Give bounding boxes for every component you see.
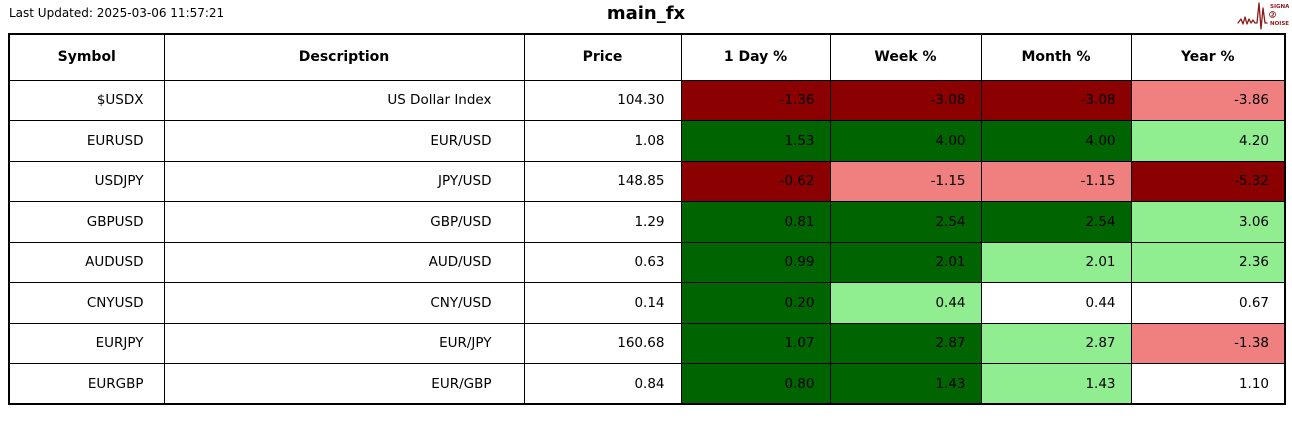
- table-header-row: Symbol Description Price 1 Day % Week % …: [8, 33, 1286, 81]
- change-cell: 2.01: [829, 241, 982, 283]
- change-cell: 2.54: [829, 201, 982, 243]
- logo-text-2: 2: [1271, 13, 1275, 19]
- change-cell: 0.67: [1130, 282, 1286, 324]
- last-updated-label: Last Updated: 2025-03-06 11:57:21: [9, 6, 225, 20]
- column-header-month: Month %: [980, 33, 1132, 81]
- change-cell: 1.43: [829, 363, 982, 405]
- symbol-cell: USDJPY: [8, 160, 165, 202]
- price-cell: 1.08: [523, 120, 682, 162]
- price-cell: 1.29: [523, 201, 682, 243]
- signal-noise-logo: SIGNAL 2 NOISE: [1237, 2, 1289, 30]
- change-cell: 4.00: [980, 120, 1132, 162]
- logo-text-signal: SIGNAL: [1270, 4, 1289, 10]
- column-header-1day: 1 Day %: [680, 33, 831, 81]
- change-cell: -1.36: [680, 79, 831, 121]
- description-cell: EUR/GBP: [163, 363, 525, 405]
- symbol-cell: EURJPY: [8, 322, 165, 364]
- change-cell: 1.10: [1130, 363, 1286, 405]
- change-cell: 0.81: [680, 201, 831, 243]
- price-cell: 0.84: [523, 363, 682, 405]
- change-cell: 4.00: [829, 120, 982, 162]
- price-cell: 104.30: [523, 79, 682, 121]
- change-cell: -1.38: [1130, 322, 1286, 364]
- symbol-cell: EURGBP: [8, 363, 165, 405]
- change-cell: 1.43: [980, 363, 1132, 405]
- change-cell: 2.01: [980, 241, 1132, 283]
- change-cell: -1.15: [829, 160, 982, 202]
- description-cell: EUR/JPY: [163, 322, 525, 364]
- change-cell: -3.08: [829, 79, 982, 121]
- price-cell: 160.68: [523, 322, 682, 364]
- change-cell: 0.99: [680, 241, 831, 283]
- change-cell: -3.86: [1130, 79, 1286, 121]
- change-cell: 2.36: [1130, 241, 1286, 283]
- change-cell: 0.44: [980, 282, 1132, 324]
- fx-table: Symbol Description Price 1 Day % Week % …: [8, 33, 1286, 405]
- change-cell: 3.06: [1130, 201, 1286, 243]
- change-cell: -3.08: [980, 79, 1132, 121]
- page-title: main_fx: [606, 3, 686, 24]
- change-cell: -0.62: [680, 160, 831, 202]
- change-cell: 4.20: [1130, 120, 1286, 162]
- description-cell: GBP/USD: [163, 201, 525, 243]
- change-cell: -5.32: [1130, 160, 1286, 202]
- symbol-cell: AUDUSD: [8, 241, 165, 283]
- column-header-description: Description: [163, 33, 525, 81]
- column-header-week: Week %: [829, 33, 982, 81]
- symbol-cell: CNYUSD: [8, 282, 165, 324]
- change-cell: 2.87: [829, 322, 982, 364]
- price-cell: 148.85: [523, 160, 682, 202]
- change-cell: 0.80: [680, 363, 831, 405]
- description-cell: AUD/USD: [163, 241, 525, 283]
- description-cell: JPY/USD: [163, 160, 525, 202]
- table-row: USDJPY JPY/USD 148.85 -0.62 -1.15 -1.15 …: [8, 160, 1286, 202]
- change-cell: 1.53: [680, 120, 831, 162]
- logo-text-noise: NOISE: [1270, 21, 1289, 27]
- column-header-year: Year %: [1130, 33, 1286, 81]
- column-header-symbol: Symbol: [8, 33, 165, 81]
- description-cell: EUR/USD: [163, 120, 525, 162]
- change-cell: 0.20: [680, 282, 831, 324]
- waveform-icon: [1237, 2, 1268, 30]
- top-bar: Last Updated: 2025-03-06 11:57:21 main_f…: [0, 0, 1292, 33]
- fx-table-body: $USDX US Dollar Index 104.30 -1.36 -3.08…: [8, 79, 1286, 405]
- symbol-cell: $USDX: [8, 79, 165, 121]
- table-row: EURUSD EUR/USD 1.08 1.53 4.00 4.00 4.20: [8, 120, 1286, 162]
- symbol-cell: EURUSD: [8, 120, 165, 162]
- change-cell: 1.07: [680, 322, 831, 364]
- table-row: EURGBP EUR/GBP 0.84 0.80 1.43 1.43 1.10: [8, 363, 1286, 405]
- table-row: AUDUSD AUD/USD 0.63 0.99 2.01 2.01 2.36: [8, 241, 1286, 283]
- description-cell: CNY/USD: [163, 282, 525, 324]
- table-row: GBPUSD GBP/USD 1.29 0.81 2.54 2.54 3.06: [8, 201, 1286, 243]
- table-row: $USDX US Dollar Index 104.30 -1.36 -3.08…: [8, 79, 1286, 121]
- symbol-cell: GBPUSD: [8, 201, 165, 243]
- description-cell: US Dollar Index: [163, 79, 525, 121]
- change-cell: 2.54: [980, 201, 1132, 243]
- price-cell: 0.63: [523, 241, 682, 283]
- table-row: EURJPY EUR/JPY 160.68 1.07 2.87 2.87 -1.…: [8, 322, 1286, 364]
- table-row: CNYUSD CNY/USD 0.14 0.20 0.44 0.44 0.67: [8, 282, 1286, 324]
- change-cell: 0.44: [829, 282, 982, 324]
- change-cell: -1.15: [980, 160, 1132, 202]
- price-cell: 0.14: [523, 282, 682, 324]
- column-header-price: Price: [523, 33, 682, 81]
- change-cell: 2.87: [980, 322, 1132, 364]
